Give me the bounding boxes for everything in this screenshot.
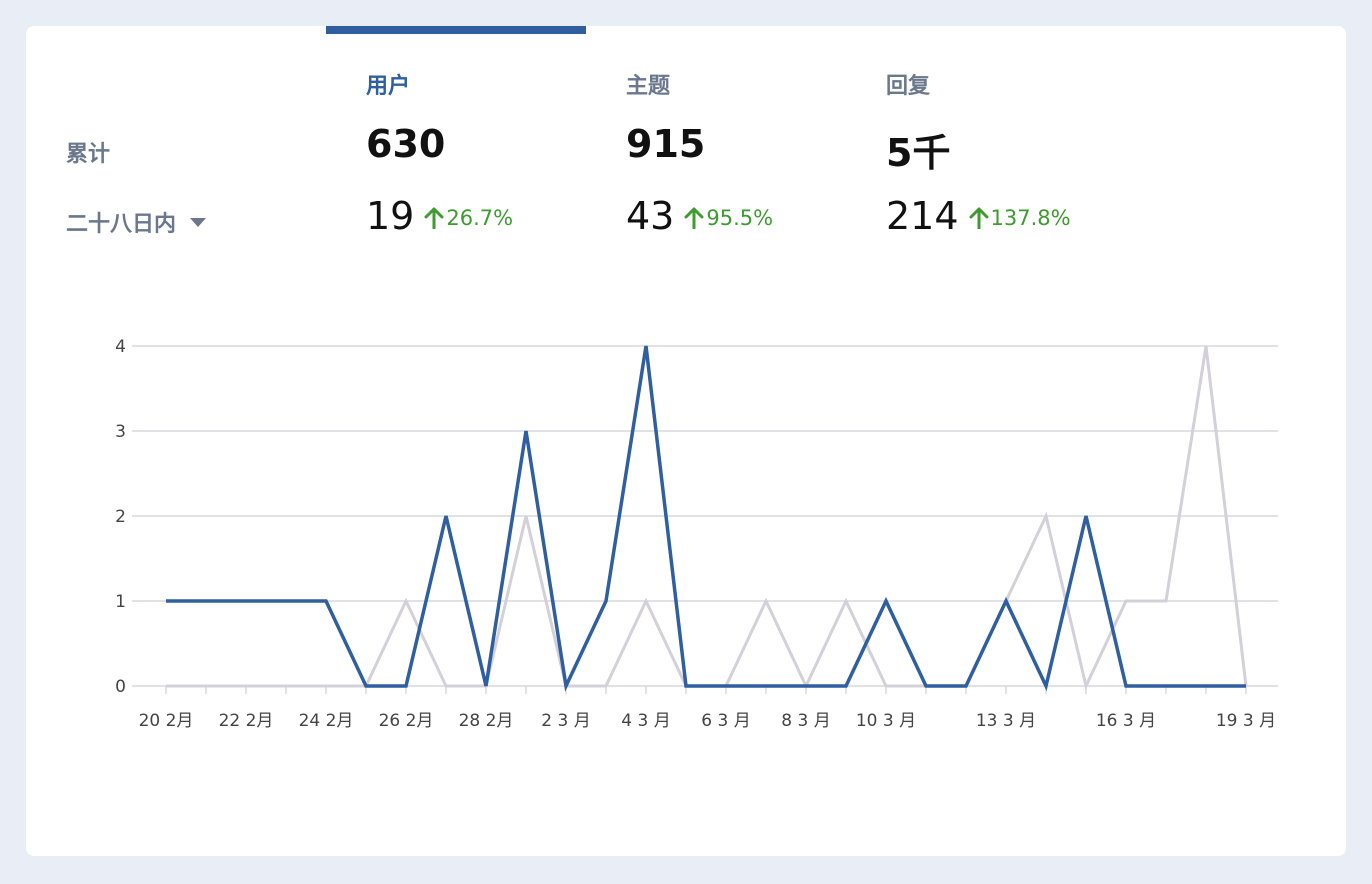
topics-total: 915 (626, 122, 706, 166)
users-change: 26.7% (446, 206, 514, 230)
total-row-label: 累计 (66, 142, 111, 167)
x-tick-label: 20 2月 (139, 711, 194, 731)
y-tick-label: 3 (115, 422, 126, 442)
x-tick-label: 22 2月 (219, 711, 274, 731)
stats-card: 用户 主题 回复 累计 二十八日内 630 915 5千 19 26.7% 43… (26, 26, 1346, 856)
x-tick-label: 10 3 月 (856, 711, 916, 731)
x-tick-label: 16 3 月 (1096, 711, 1156, 731)
topics-change: 95.5% (706, 206, 774, 230)
period-dropdown[interactable]: 二十八日内 (66, 206, 207, 238)
y-tick-label: 2 (115, 507, 126, 527)
series-line-0 (166, 345, 1246, 692)
replies-trend: 137.8% (969, 206, 1071, 230)
x-tick-label: 26 2月 (379, 711, 434, 731)
arrow-up-icon (969, 207, 989, 229)
topics-period: 43 95.5% (626, 194, 773, 238)
arrow-up-icon (684, 207, 704, 229)
users-total: 630 (366, 122, 446, 166)
x-tick-label: 13 3 月 (976, 711, 1036, 731)
replies-period: 214 137.8% (886, 194, 1071, 238)
tab-replies[interactable]: 回复 (886, 74, 931, 99)
caret-down-icon (190, 217, 207, 227)
y-tick-label: 4 (115, 337, 126, 357)
topics-period-value: 43 (626, 194, 675, 238)
activity-line-chart: 0 1 2 3 4 20 2月 22 2月 24 2月 26 2月 28 2月 2 3 月 4 3 月… (115, 337, 1278, 731)
x-tick-label: 8 3 月 (781, 711, 830, 731)
tab-users[interactable]: 用户 (366, 74, 411, 99)
users-period-value: 19 (366, 194, 415, 238)
period-dropdown-label: 二十八日内 (66, 212, 177, 237)
users-trend: 26.7% (424, 206, 513, 230)
active-tab-indicator (326, 26, 586, 34)
users-period: 19 26.7% (366, 194, 513, 238)
replies-period-value: 214 (886, 194, 959, 238)
y-tick-label: 0 (115, 677, 126, 697)
y-tick-label: 1 (115, 592, 126, 612)
arrow-up-icon (424, 207, 444, 229)
x-tick-label: 4 3 月 (621, 711, 670, 731)
replies-change: 137.8% (990, 206, 1071, 230)
x-tick-label: 19 3 月 (1216, 711, 1276, 731)
x-tick-label: 24 2月 (299, 711, 354, 731)
replies-total: 5千 (886, 131, 951, 175)
x-tick-label: 6 3 月 (701, 711, 750, 731)
tab-topics[interactable]: 主题 (626, 74, 671, 99)
x-tick-label: 28 2月 (459, 711, 514, 731)
topics-trend: 95.5% (684, 206, 773, 230)
x-tick-label: 2 3 月 (541, 711, 590, 731)
